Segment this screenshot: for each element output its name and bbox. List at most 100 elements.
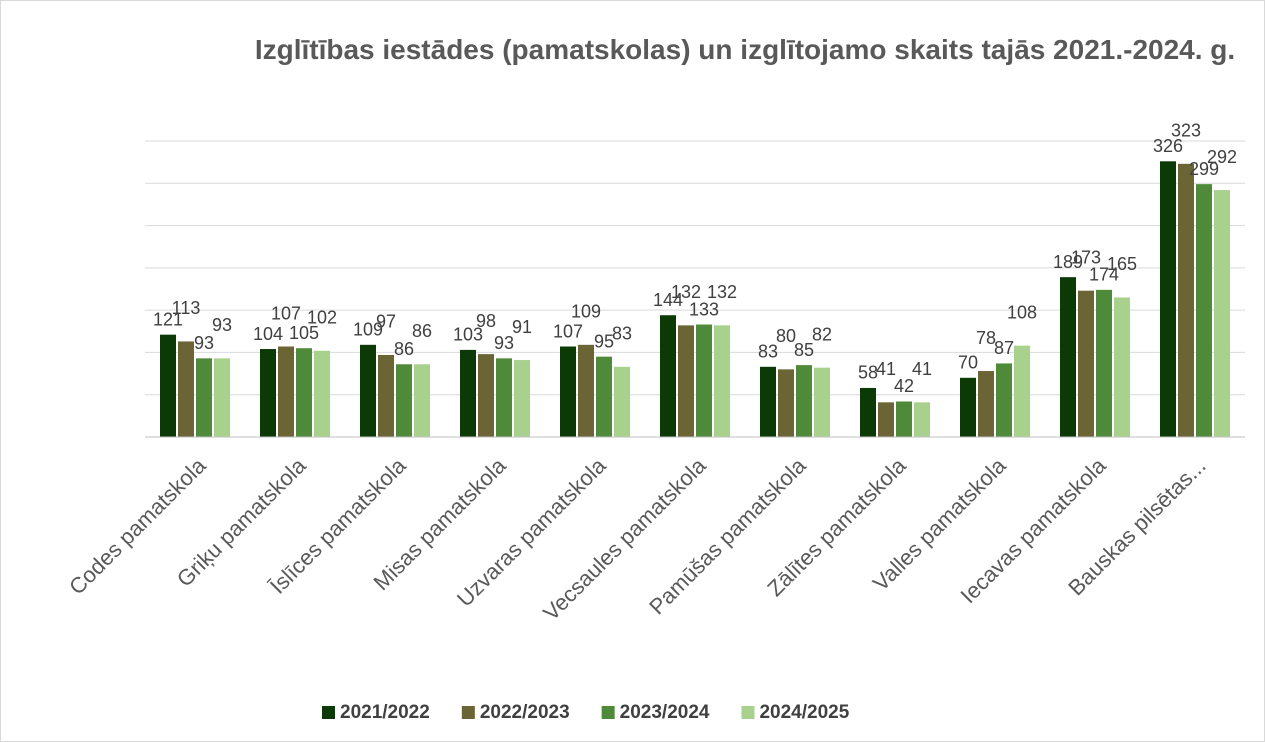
- bar: [160, 334, 176, 437]
- data-label: 173: [1071, 247, 1101, 267]
- data-label: 109: [353, 320, 383, 340]
- data-label: 323: [1171, 121, 1201, 141]
- data-label: 70: [958, 353, 978, 373]
- bar: [1014, 345, 1030, 437]
- data-label: 78: [976, 328, 996, 348]
- data-label: 97: [376, 312, 396, 332]
- bar: [578, 344, 594, 437]
- data-label: 58: [858, 363, 878, 383]
- legend-swatch: [741, 706, 755, 719]
- data-label: 132: [671, 282, 701, 302]
- bar: [760, 366, 776, 437]
- legend-label: 2024/2025: [759, 702, 849, 723]
- bar: [978, 371, 994, 437]
- data-label: 292: [1207, 147, 1237, 167]
- data-label: 83: [612, 324, 632, 344]
- bar: [914, 402, 930, 437]
- bar: [1196, 184, 1212, 437]
- data-label: 107: [271, 303, 301, 323]
- bar: [314, 350, 330, 437]
- bar: [478, 354, 494, 437]
- data-label: 144: [653, 290, 683, 310]
- data-label: 93: [194, 333, 214, 353]
- data-label: 98: [476, 311, 496, 331]
- bar: [960, 377, 976, 437]
- bar: [814, 367, 830, 437]
- bar: [560, 346, 576, 437]
- data-label: 105: [289, 323, 319, 343]
- data-label: 299: [1189, 159, 1219, 179]
- data-label: 174: [1089, 265, 1119, 285]
- data-label: 91: [512, 317, 532, 337]
- legend-label: 2023/2024: [620, 702, 710, 723]
- data-label: 107: [553, 321, 583, 341]
- data-label: 86: [394, 339, 414, 359]
- bar: [514, 360, 530, 437]
- bar: [1214, 190, 1230, 437]
- data-label: 41: [876, 359, 896, 379]
- bar: [1114, 297, 1130, 437]
- data-label: 165: [1107, 254, 1137, 274]
- data-label: 93: [212, 315, 232, 335]
- data-label: 41: [912, 359, 932, 379]
- data-label: 104: [253, 324, 283, 344]
- bar: [296, 348, 312, 437]
- data-label: 87: [994, 338, 1014, 358]
- data-label: 102: [307, 307, 337, 327]
- legend-label: 2021/2022: [340, 702, 430, 723]
- bar: [260, 349, 276, 437]
- bar: [460, 349, 476, 437]
- bar: [1096, 289, 1112, 437]
- data-label: 326: [1153, 136, 1183, 156]
- data-label: 189: [1053, 252, 1083, 272]
- data-label: 109: [571, 302, 601, 322]
- legend-swatch: [601, 706, 615, 719]
- bar: [214, 358, 230, 437]
- bar: [614, 366, 630, 437]
- data-label: 93: [494, 333, 514, 353]
- legend-label: 2022/2023: [480, 702, 570, 723]
- bar: [360, 344, 376, 437]
- bar: [278, 346, 294, 437]
- bar: [714, 325, 730, 437]
- bar: [878, 402, 894, 437]
- bar: [414, 364, 430, 437]
- x-tick-label: Vecsaules pamatskola: [538, 452, 711, 625]
- data-label: 133: [689, 299, 719, 319]
- legend-swatch: [461, 706, 475, 719]
- data-label: 82: [812, 324, 832, 344]
- bar: [496, 358, 512, 437]
- bar: [696, 324, 712, 437]
- data-label: 108: [1007, 302, 1037, 322]
- bar: [1160, 161, 1176, 437]
- data-label: 132: [707, 282, 737, 302]
- bar: [896, 401, 912, 437]
- bar: [1078, 290, 1094, 437]
- data-label: 85: [794, 340, 814, 360]
- bar: [796, 365, 812, 437]
- data-label: 42: [894, 376, 914, 396]
- data-label: 86: [412, 321, 432, 341]
- bar: [1060, 277, 1076, 437]
- bar: [860, 387, 876, 437]
- bar: [778, 369, 794, 437]
- bar: [178, 341, 194, 437]
- bar: [1178, 163, 1194, 437]
- data-label: 83: [758, 342, 778, 362]
- bar: [396, 364, 412, 437]
- bar: [996, 363, 1012, 437]
- data-label: 95: [594, 331, 614, 351]
- data-label: 121: [153, 309, 183, 329]
- data-label: 113: [172, 298, 201, 318]
- bar: [596, 356, 612, 437]
- bar: [678, 325, 694, 437]
- bar: [196, 358, 212, 437]
- data-label: 103: [453, 325, 483, 345]
- bar: [378, 354, 394, 437]
- chart-title: Izglītības iestādes (pamatskolas) un izg…: [254, 34, 1236, 65]
- data-label: 80: [776, 326, 796, 346]
- bar: [660, 315, 676, 437]
- legend-swatch: [322, 706, 335, 719]
